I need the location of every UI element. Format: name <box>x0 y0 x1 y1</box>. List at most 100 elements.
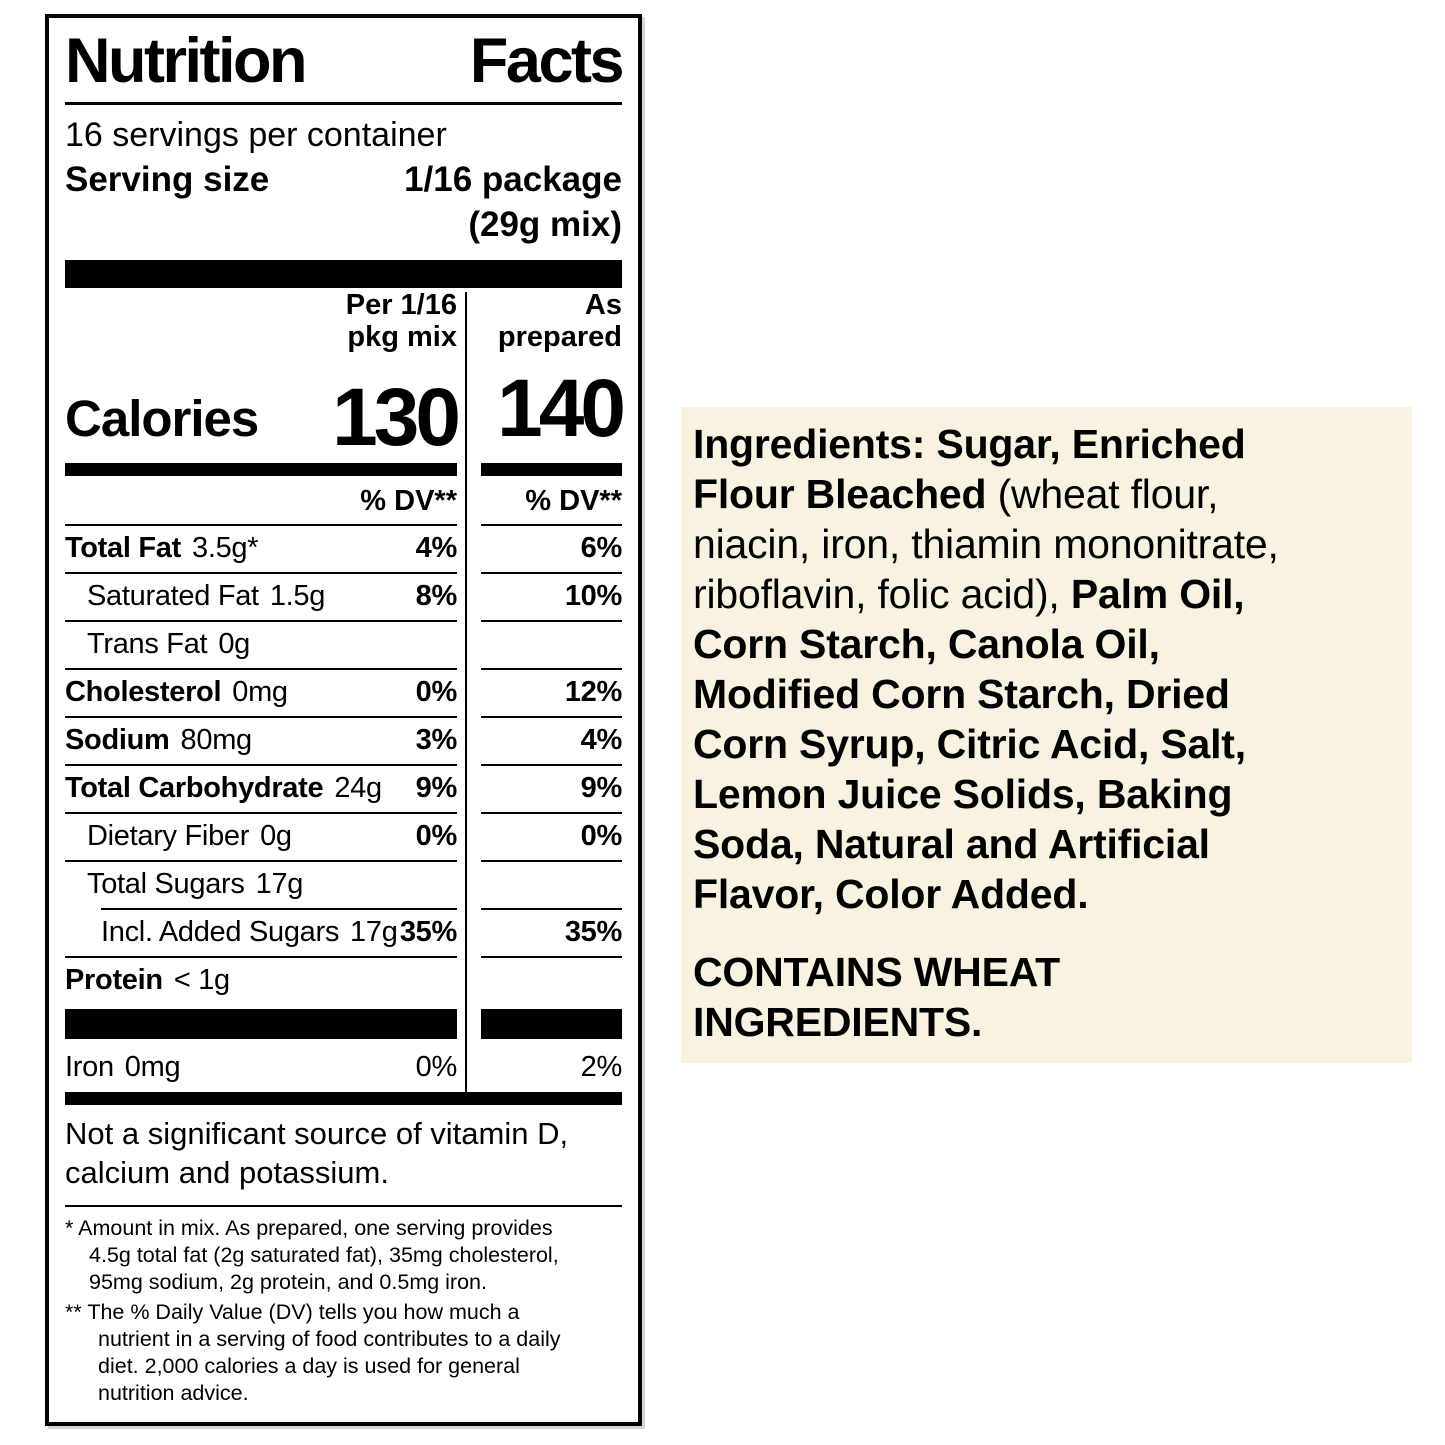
nutrient-cell-left: Total Carbohydrate 24g 9% <box>65 763 457 812</box>
nutrient-cell-right: 0% <box>481 811 623 860</box>
nutrient-cell-right: 4% <box>481 715 623 764</box>
nutrient-name: Sodium <box>65 724 170 757</box>
nutrient-name: Total Fat <box>65 532 181 565</box>
daily-value-header-row: % DV** % DV** <box>65 480 622 524</box>
dv-prepared-value: 4% <box>580 724 623 757</box>
nutrient-row-trans-fat: Trans Fat 0g <box>65 619 622 668</box>
dv-header-prepared-cell: % DV** <box>481 480 622 524</box>
dv-prepared-value: 6% <box>580 532 623 565</box>
nutrient-name-and-amount: Total Carbohydrate 24g <box>65 772 382 805</box>
nutrient-row-protein: Protein < 1g <box>65 955 622 1004</box>
nutrient-cell-left: Incl. Added Sugars 17g 35% <box>65 907 457 956</box>
dv-prepared-value: 12% <box>564 676 622 709</box>
mineral-rows: Iron 0mg 0% 2% <box>65 1044 622 1092</box>
ingredients-text: Ingredients: Sugar, Enriched Flour Bleac… <box>693 419 1400 919</box>
nutrient-cell-left: Trans Fat 0g <box>65 619 457 668</box>
serving-size-value: 1/16 package <box>404 159 622 199</box>
calories-underline-bars <box>65 460 622 480</box>
nutrient-row-total-fat: Total Fat 3.5g* 4% 6% <box>65 523 623 572</box>
ingredient-segment-regular: (wheat flour, niacin, iron, thiamin mono… <box>693 471 1279 618</box>
nutrient-name: Incl. Added Sugars <box>101 916 340 949</box>
nutrient-cell-left: Iron 0mg 0% <box>65 1044 457 1092</box>
nutrient-row-iron: Iron 0mg 0% 2% <box>65 1044 622 1092</box>
column-headers-row: Per 1/16 pkg mix As prepared <box>65 288 622 358</box>
dv-mix-value: 0% <box>415 820 458 853</box>
nutrient-cell-right: 9% <box>481 763 622 812</box>
nutrient-amount: 24g <box>334 772 382 805</box>
nutrient-cell-left: Sodium 80mg 3% <box>65 715 458 764</box>
title-word-nutrition: Nutrition <box>65 26 307 96</box>
calories-mix-value: 130 <box>332 372 461 464</box>
col1-header: Per 1/16 pkg mix <box>345 288 457 354</box>
title-word-facts: Facts <box>469 26 625 96</box>
calories-underline-left <box>65 460 457 480</box>
serving-size-weight: (29g mix) <box>468 205 622 245</box>
serving-size-label: Serving size <box>65 159 270 199</box>
dv-mix-value: 0% <box>415 1051 458 1084</box>
dual-column-section: Per 1/16 pkg mix As prepared Calories 13… <box>65 288 626 1092</box>
nutrient-row-incl-added-sugars: Incl. Added Sugars 17g 35% 35% <box>65 907 622 956</box>
nutrient-amount: < 1g <box>173 964 230 997</box>
ingredients-panel: Ingredients: Sugar, Enriched Flour Bleac… <box>681 407 1412 1064</box>
nutrient-amount: 0g <box>218 628 250 661</box>
nutrient-amount: 3.5g* <box>191 532 259 565</box>
nutrient-amount: 17g <box>255 868 304 901</box>
nutrition-facts-title: Nutrition Facts <box>65 26 625 106</box>
nutrient-name: Protein <box>65 964 163 997</box>
dv-prepared-value: 0% <box>580 820 623 853</box>
nutrient-name-and-amount: Iron 0mg <box>65 1051 181 1084</box>
protein-bar-left <box>65 1004 457 1044</box>
nutrient-name: Total Carbohydrate <box>65 772 324 805</box>
column-divider-line <box>465 291 467 1092</box>
nutrient-row-saturated-fat: Saturated Fat 1.5g 8% 10% <box>65 571 622 620</box>
nutrient-cell-left: Saturated Fat 1.5g 8% <box>65 571 458 620</box>
nutrient-amount: 80mg <box>180 724 253 757</box>
dv-mix-value: 35% <box>399 916 457 949</box>
calories-label: Calories <box>65 389 259 447</box>
footnotes: * Amount in mix. As prepared, one servin… <box>65 1207 622 1408</box>
nutrient-cell-left: Protein < 1g <box>65 955 457 1004</box>
nutrient-amount: 1.5g <box>269 580 326 613</box>
nutrient-name-and-amount: Saturated Fat 1.5g <box>65 580 325 613</box>
calories-prepared-cell: 140 <box>481 358 626 460</box>
calories-prepared-value: 140 <box>497 362 626 454</box>
col2-header-cell: As prepared <box>481 289 622 354</box>
nutrient-row-total-carbohydrate: Total Carbohydrate 24g 9% 9% <box>65 763 622 812</box>
nutrient-name: Trans Fat <box>87 628 208 661</box>
section-divider-bar <box>65 259 622 288</box>
nutrient-cell-right <box>481 619 622 668</box>
nutrient-cell-left: Total Sugars 17g <box>65 859 457 908</box>
nutrient-name-and-amount: Cholesterol 0mg <box>65 676 288 709</box>
protein-underline-bars <box>65 1004 622 1044</box>
nutrient-row-dietary-fiber: Dietary Fiber 0g 0% 0% <box>65 811 623 860</box>
nutrient-amount: 0g <box>260 820 292 853</box>
footnote-amount-in-mix: * Amount in mix. As prepared, one servin… <box>65 1215 559 1295</box>
dv-mix-value: 3% <box>415 724 458 757</box>
nutrient-row-sodium: Sodium 80mg 3% 4% <box>65 715 623 764</box>
footnote-daily-value: ** The % Daily Value (DV) tells you how … <box>65 1300 561 1406</box>
nutrient-amount: 0mg <box>232 676 288 709</box>
nutrient-name: Saturated Fat <box>87 580 259 613</box>
nutrient-name: Cholesterol <box>65 676 222 709</box>
nutrient-name-and-amount: Dietary Fiber 0g <box>65 820 292 853</box>
nutrient-name-and-amount: Total Sugars 17g <box>65 868 303 901</box>
dv-prepared-value: 35% <box>564 916 622 949</box>
bar <box>481 463 622 477</box>
nutrient-rows: Total Fat 3.5g* 4% 6% Saturated Fat 1.5g 8% 10%… <box>65 523 623 1004</box>
nutrient-amount: 0mg <box>124 1051 181 1084</box>
nutrient-name: Total Sugars <box>87 868 245 901</box>
serving-size-row: Serving size 1/16 package <box>65 157 622 203</box>
dv-mix-value: 8% <box>415 580 458 613</box>
dv-header-mix-cell: % DV** <box>65 480 457 524</box>
nutrient-cell-right: 6% <box>481 523 623 572</box>
nutrient-row-total-sugars: Total Sugars 17g <box>65 859 622 908</box>
nutrient-name-and-amount: Total Fat 3.5g* <box>65 532 259 565</box>
dv-mix-value: 0% <box>415 676 458 709</box>
nutrient-row-cholesterol: Cholesterol 0mg 0% 12% <box>65 667 622 716</box>
calories-underline-right <box>481 460 622 480</box>
dv-prepared-value: 2% <box>580 1051 623 1084</box>
footnote-divider <box>65 1204 622 1207</box>
servings-per-container: 16 servings per container <box>65 116 447 155</box>
nutrient-cell-right: 2% <box>481 1044 623 1092</box>
